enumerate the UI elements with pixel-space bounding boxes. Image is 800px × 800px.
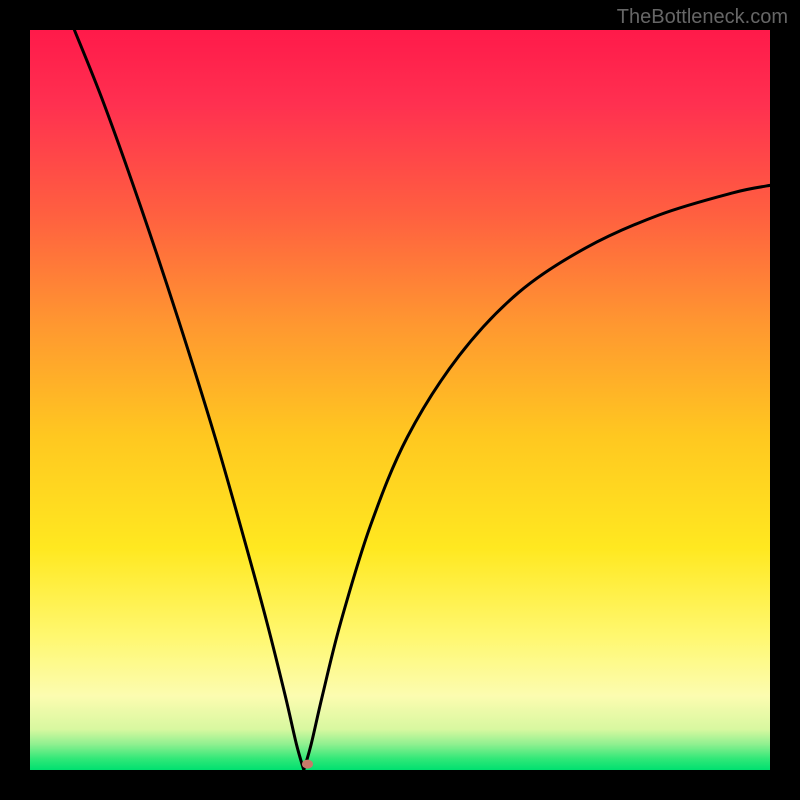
bottleneck-chart	[0, 0, 800, 800]
chart-container: TheBottleneck.com	[0, 0, 800, 800]
optimal-point-marker	[302, 760, 313, 769]
chart-background-gradient	[30, 30, 770, 770]
